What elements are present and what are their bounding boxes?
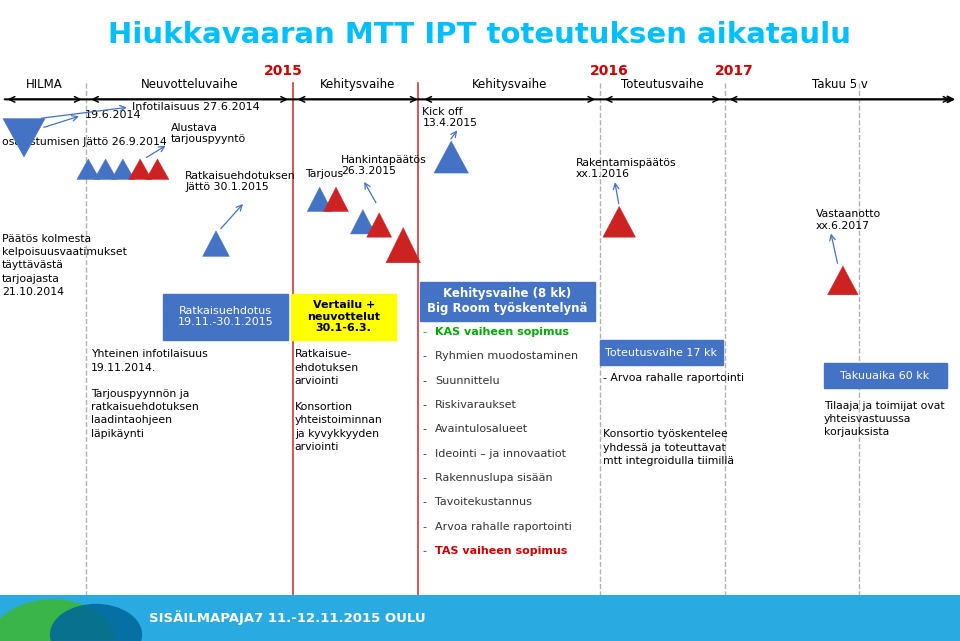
Text: Takuuaika 60 kk: Takuuaika 60 kk (841, 370, 929, 381)
Text: Avaintulosalueet: Avaintulosalueet (435, 424, 528, 435)
Text: Ideointi – ja innovaatiot: Ideointi – ja innovaatiot (435, 449, 565, 459)
Text: -: - (422, 351, 426, 362)
FancyBboxPatch shape (291, 294, 396, 340)
Text: Kick off
13.4.2015: Kick off 13.4.2015 (422, 106, 477, 128)
Text: Suunnittelu: Suunnittelu (435, 376, 499, 386)
Text: Riskivaraukset: Riskivaraukset (435, 400, 516, 410)
Polygon shape (146, 159, 169, 179)
Text: - Arvoa rahalle raportointi: - Arvoa rahalle raportointi (603, 373, 744, 383)
Text: Toteutusvaihe 17 kk: Toteutusvaihe 17 kk (606, 347, 717, 358)
FancyBboxPatch shape (163, 294, 288, 340)
Polygon shape (307, 187, 332, 212)
Polygon shape (94, 159, 117, 179)
Text: -: - (422, 424, 426, 435)
Polygon shape (367, 213, 392, 237)
Text: -: - (422, 400, 426, 410)
FancyBboxPatch shape (824, 363, 947, 388)
Text: Infotilaisuus 27.6.2014: Infotilaisuus 27.6.2014 (132, 102, 259, 112)
Text: -: - (422, 497, 426, 508)
Text: 2016: 2016 (590, 63, 629, 78)
Polygon shape (434, 141, 468, 173)
Polygon shape (324, 187, 348, 212)
Polygon shape (77, 159, 100, 179)
Text: Vastaanotto
xx.6.2017: Vastaanotto xx.6.2017 (816, 209, 881, 231)
FancyBboxPatch shape (0, 595, 960, 641)
Polygon shape (350, 210, 375, 234)
Polygon shape (129, 159, 152, 179)
Text: Kehitysvaihe: Kehitysvaihe (472, 78, 547, 91)
Text: -: - (422, 473, 426, 483)
Circle shape (0, 599, 115, 641)
Text: 19.6.2014: 19.6.2014 (84, 110, 141, 121)
Text: Takuu 5 v: Takuu 5 v (812, 78, 868, 91)
Text: osallistumisen Jättö 26.9.2014: osallistumisen Jättö 26.9.2014 (2, 137, 167, 147)
Text: KAS vaiheen sopimus: KAS vaiheen sopimus (435, 327, 569, 337)
FancyBboxPatch shape (420, 282, 595, 320)
Polygon shape (828, 266, 858, 295)
Text: 2015: 2015 (264, 63, 302, 78)
Text: Hankintapäätös
26.3.2015: Hankintapäätös 26.3.2015 (341, 154, 426, 176)
Text: -: - (422, 522, 426, 532)
Text: TAS vaiheen sopimus: TAS vaiheen sopimus (435, 546, 567, 556)
Text: HILMA: HILMA (26, 78, 63, 91)
Text: Toteutusvaihe: Toteutusvaihe (621, 78, 704, 91)
Text: Arvoa rahalle raportointi: Arvoa rahalle raportointi (435, 522, 572, 532)
Text: Rakentamispäätös
xx.1.2016: Rakentamispäätös xx.1.2016 (576, 158, 677, 179)
Text: Kehitysvaihe (8 kk)
Big Room työskentelynä: Kehitysvaihe (8 kk) Big Room työskentely… (426, 287, 588, 315)
Text: -: - (422, 449, 426, 459)
Polygon shape (111, 159, 134, 179)
FancyBboxPatch shape (600, 340, 723, 365)
Text: Ratkaisuehdotuksen
Jättö 30.1.2015: Ratkaisuehdotuksen Jättö 30.1.2015 (185, 171, 296, 192)
Text: Yhteinen infotilaisuus
19.11.2014.

Tarjouspyynnön ja
ratkaisuehdotuksen
laadint: Yhteinen infotilaisuus 19.11.2014. Tarjo… (91, 349, 208, 438)
Polygon shape (3, 119, 45, 157)
Text: Hiukkavaaran MTT IPT toteutuksen aikataulu: Hiukkavaaran MTT IPT toteutuksen aikatau… (108, 21, 852, 49)
Text: Tavoitekustannus: Tavoitekustannus (435, 497, 532, 508)
Polygon shape (386, 228, 420, 263)
Text: Rakennuslupa sisään: Rakennuslupa sisään (435, 473, 553, 483)
Text: Ratkaisuehdotus
19.11.-30.1.2015: Ratkaisuehdotus 19.11.-30.1.2015 (178, 306, 274, 328)
Text: Tilaaja ja toimijat ovat
yhteisvastuussa
korjauksista: Tilaaja ja toimijat ovat yhteisvastuussa… (824, 401, 945, 437)
Text: Päätös kolmesta
kelpoisuusvaatimukset
täyttävästä
tarjoajasta
21.10.2014: Päätös kolmesta kelpoisuusvaatimukset tä… (2, 234, 127, 297)
Text: Konsortio työskentelee
yhdessä ja toteuttavat
mtt integroidulla tiimillä: Konsortio työskentelee yhdessä ja toteut… (603, 429, 733, 466)
Text: 2017: 2017 (715, 63, 754, 78)
Text: Ratkaisue-
ehdotuksen
arviointi

Konsortion
yhteistoiminnan
ja kyvykkyyden
arvio: Ratkaisue- ehdotuksen arviointi Konsorti… (295, 349, 382, 452)
Text: -: - (422, 327, 426, 337)
Polygon shape (603, 206, 636, 237)
Text: Kehitysvaihe: Kehitysvaihe (320, 78, 396, 91)
Text: Vertailu +
neuvottelut
30.1-6.3.: Vertailu + neuvottelut 30.1-6.3. (307, 300, 380, 333)
Text: -: - (422, 376, 426, 386)
Circle shape (50, 604, 142, 641)
Text: Tarjous: Tarjous (305, 169, 344, 179)
Text: -: - (422, 546, 426, 556)
Text: Alustava
tarjouspyyntö: Alustava tarjouspyyntö (171, 122, 246, 144)
Text: SISÄILMAPAJA7 11.-12.11.2015 OULU: SISÄILMAPAJA7 11.-12.11.2015 OULU (149, 611, 425, 625)
Text: Neuvotteluvaihe: Neuvotteluvaihe (141, 78, 238, 91)
Text: Ryhmien muodostaminen: Ryhmien muodostaminen (435, 351, 578, 362)
Polygon shape (203, 231, 229, 256)
